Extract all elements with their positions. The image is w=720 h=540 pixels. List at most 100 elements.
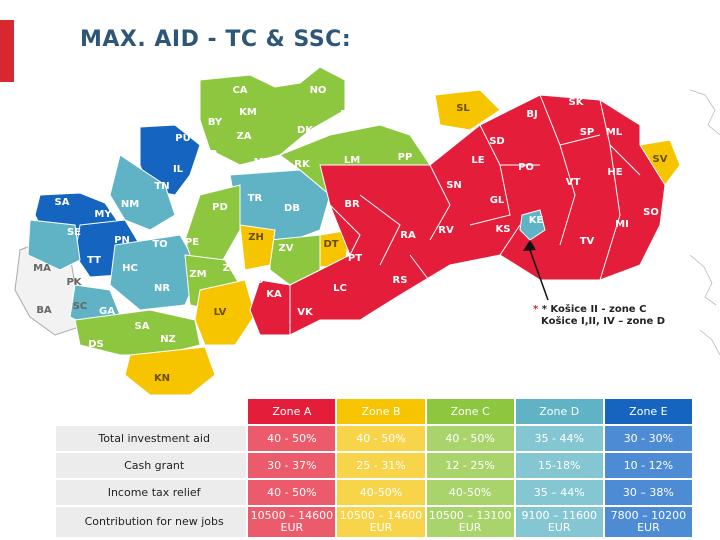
region-label-ke: KE [529,215,544,226]
region-label-my: MY [94,209,112,220]
row-label: Income tax relief [56,480,247,505]
note-line-2: Košice I,II, IV – zone D [541,316,666,327]
region-east-red [249,94,666,336]
region-label-tv: TV [580,236,595,247]
cell-zone-b: 40 - 50% [337,426,425,451]
cell-zone-a: 30 - 37% [248,453,336,478]
region-label-ra: RA [400,230,416,241]
region-label-po: PO [518,162,534,173]
region-label-dk: DK [297,125,314,136]
region-label-sl: SL [456,103,470,114]
kosice-arrow [529,249,549,301]
region-label-kn: KN [154,373,170,384]
cell-zone-c: 40-50% [426,480,514,505]
cell-zone-a: 10500 – 14600 EUR [248,507,336,537]
region-label-vt: VT [566,177,581,188]
region-label-tt: TT [87,255,101,266]
region-label-za: ZA [237,131,252,142]
border-line [689,254,717,306]
cell-zone-a: 40 - 50% [248,426,336,451]
table-corner [56,399,246,424]
region-label-zm: ZM [189,269,206,280]
cell-zone-b: 10500 – 14600 EUR [337,507,425,537]
cell-zone-c: 10500 – 13100 EUR [426,507,514,537]
region-il-bn [109,154,176,231]
region-label-db: DB [284,203,300,214]
region-label-br: BR [344,199,360,210]
region-label-sn: SN [446,180,462,191]
region-label-ba: BA [36,305,52,316]
region-label-lm: LM [344,155,360,166]
cell-zone-d: 35 - 44% [515,426,603,451]
cell-zone-a: 40 - 50% [248,480,336,505]
district-lines [289,94,641,335]
cell-zone-c: 12 - 25% [426,453,514,478]
region-label-sa: SA [135,321,150,332]
region-label-sv: SV [653,154,668,165]
cell-zone-b: 40-50% [337,480,425,505]
region-label-lc: LC [333,283,347,294]
region-label-pd: PD [212,202,228,213]
cell-zone-b: 25 - 31% [337,453,425,478]
region-label-hc: HC [122,263,138,274]
region-label-gl: GL [490,195,505,206]
region-label-nz: NZ [160,334,176,345]
region-ke [519,209,546,241]
region-label-zh: ZH [248,232,264,243]
region-label-bn: BN [178,209,194,220]
region-label-rs: RS [393,275,408,286]
note-line-1: * Košice II - zone C [541,304,647,315]
region-label-sc: SC [73,301,88,312]
header-zone-b: Zone B [337,399,425,424]
region-label-ks: KS [496,224,511,235]
region-label-he: HE [607,167,622,178]
region-label-sp: SP [580,127,595,138]
region-label-pp: PP [398,152,413,163]
region-label-pb: PB [203,149,218,160]
table-row: Total investment aid 40 - 50% 40 - 50% 4… [56,426,692,451]
header-zone-d: Zone D [515,399,603,424]
cell-zone-e: 30 - 30% [604,426,692,451]
region-label-ga: GA [99,306,115,317]
region-label-sk: SK [569,97,585,108]
region-label-sa: SA [55,197,70,208]
border-line [699,329,720,356]
region-zh [239,224,276,271]
border-line [689,89,720,136]
header-zone-c: Zone C [426,399,514,424]
region-label-kk: KK [436,132,453,143]
cell-zone-e: 10 - 12% [604,453,692,478]
region-label-so: SO [643,207,659,218]
region-label-nr: NR [154,283,170,294]
cell-zone-e: 30 – 38% [604,480,692,505]
region-se [27,219,81,271]
kosice-note: * * Košice II - zone C Košice I,II, IV –… [533,304,665,328]
region-label-mi: MI [615,219,629,230]
region-label-vk: VK [297,307,314,318]
region-label-pn: PN [114,235,130,246]
region-label-tn: TN [154,181,169,192]
region-label-tr: TR [248,193,263,204]
region-label-ca: CA [232,85,247,96]
region-label-to: TO [152,239,167,250]
region-label-se: SE [67,227,81,238]
table-row: Contribution for new jobs 10500 – 14600 … [56,507,692,537]
region-label-rv: RV [438,225,454,236]
table-row: Income tax relief 40 - 50% 40-50% 40-50%… [56,480,692,505]
slovakia-district-map: CA NO KM BY TS ZA DK PU PB MT RK LM PP IL TN SA NM MY BN PD… [0,55,720,405]
region-label-pt: PT [348,253,362,264]
note-asterisk: * [533,304,539,315]
region-lv [194,279,256,346]
region-label-sd: SD [489,136,505,147]
region-label-ma: MA [33,263,51,274]
region-label-ts: TS [341,109,355,120]
region-label-le: LE [471,155,484,166]
region-label-bj: BJ [526,109,537,120]
region-label-pk: PK [66,277,82,288]
cell-zone-d: 15-18% [515,453,603,478]
cell-zone-c: 40 - 50% [426,426,514,451]
region-label-by: BY [208,117,223,128]
region-label-ml: ML [606,127,623,138]
region-kn [124,346,216,396]
region-label-rk: RK [294,159,311,170]
